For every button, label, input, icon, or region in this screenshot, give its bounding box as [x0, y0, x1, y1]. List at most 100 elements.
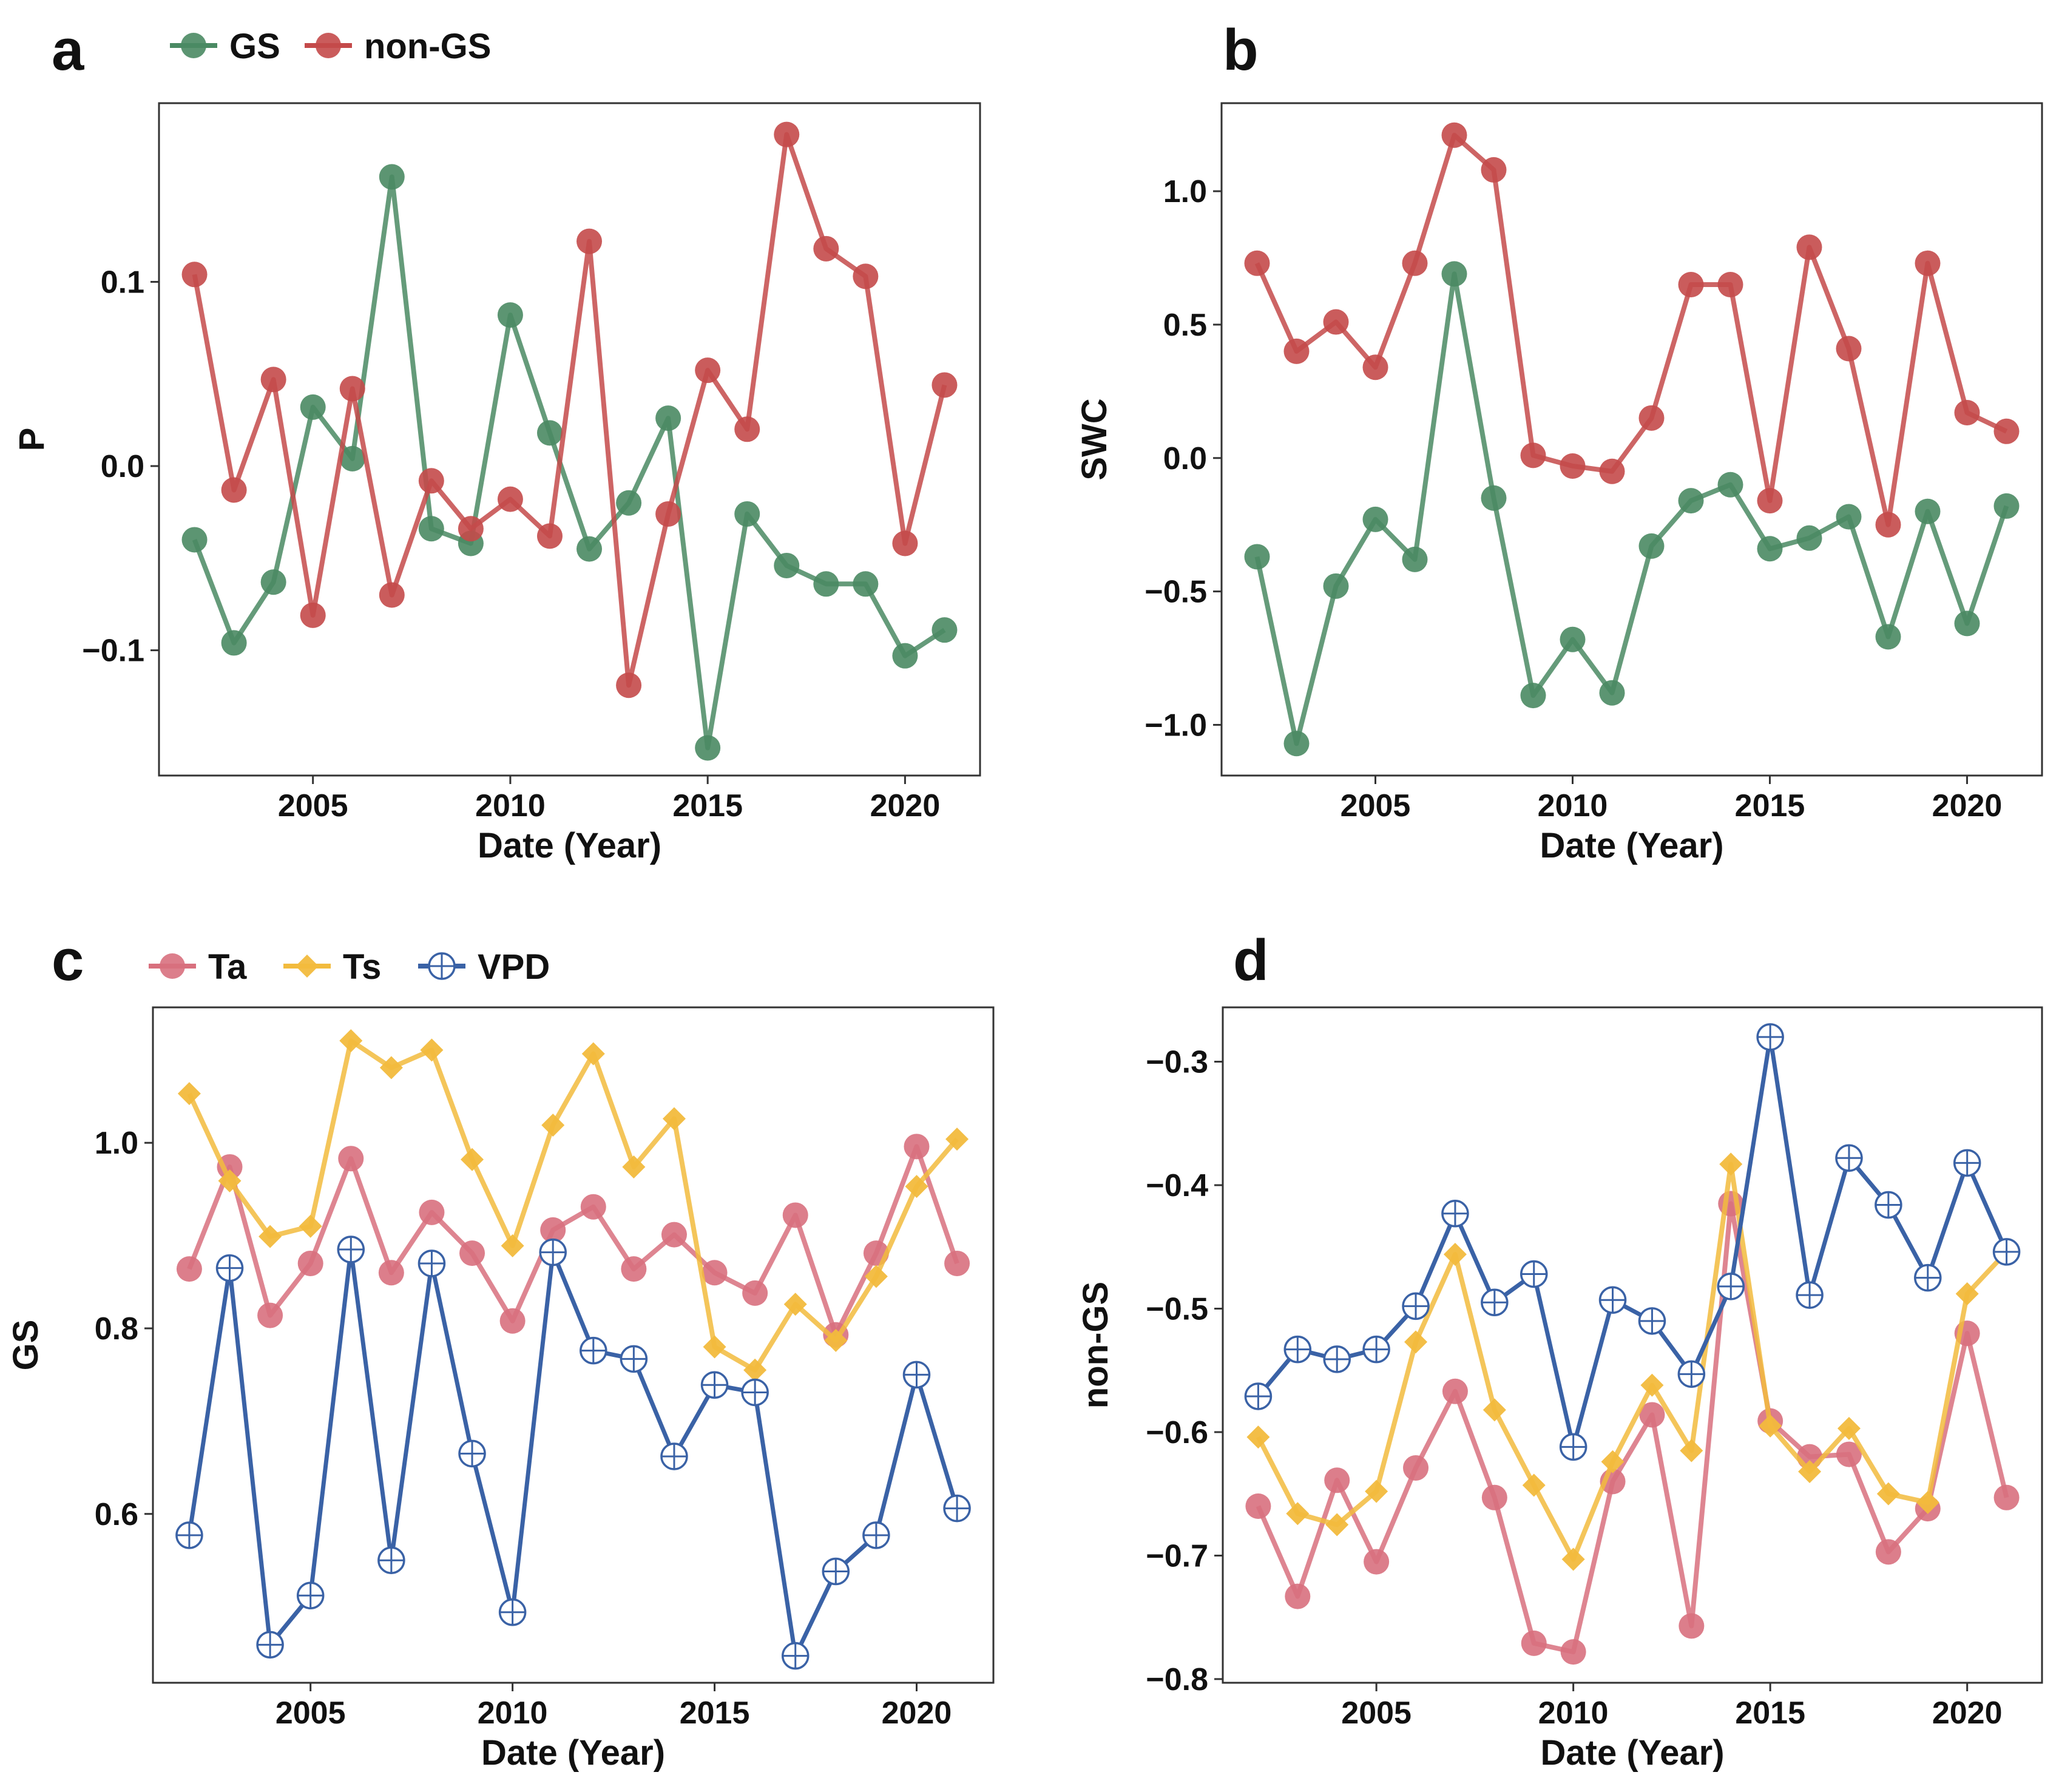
data-point-GS: [379, 164, 405, 190]
data-point-non-GS: [1796, 234, 1822, 260]
data-point-GS: [1441, 261, 1467, 287]
data-point-GS: [1362, 506, 1388, 532]
data-point-VPD: [1283, 1335, 1312, 1364]
data-point-Ts: [1640, 1373, 1664, 1397]
data-point-non-GS: [1244, 250, 1270, 276]
data-point-VPD: [781, 1642, 810, 1670]
series-line-VPD: [187, 1247, 959, 1658]
data-point-Ts: [622, 1155, 646, 1178]
data-point-Ta: [1993, 1484, 2020, 1510]
data-point-Ts: [743, 1358, 767, 1382]
x-axis-title: Date (Year): [1540, 826, 1723, 865]
data-point-non-GS: [418, 468, 444, 494]
data-point-Ta: [459, 1240, 485, 1266]
data-point-VPD: [215, 1254, 244, 1282]
data-point-GS: [1520, 683, 1546, 709]
y-tick-label: 0.0: [101, 449, 144, 484]
x-axis-title: Date (Year): [478, 826, 661, 865]
data-point-GS: [536, 420, 563, 446]
data-point-Ts: [1365, 1479, 1388, 1503]
data-point-non-GS: [1678, 271, 1704, 297]
data-point-non-GS: [260, 367, 286, 393]
chart-panel-b: b 2005 2010 2015 2020 −1.0 −0.5 0.0 0.5 1.0 Date (…: [1075, 18, 2043, 865]
data-point-Ta: [540, 1217, 566, 1243]
series-line-Ta: [1256, 1201, 2009, 1655]
x-tick-label: 2020: [882, 1696, 952, 1731]
x-tick-label: 2005: [1341, 1696, 1412, 1731]
data-point-GS: [1954, 610, 1980, 637]
y-tick-label: −1.0: [1144, 708, 1207, 743]
chart-panel-a: a 2005 2010 2015 2020 −0.1 0.0 0.1 Date (Year) P G…: [12, 18, 981, 865]
x-axis-title: Date (Year): [1540, 1733, 1724, 1773]
data-point-GS: [1875, 624, 1901, 650]
data-point-GS: [1678, 488, 1704, 514]
data-point-VPD: [175, 1521, 203, 1549]
data-point-Ts: [1798, 1460, 1822, 1484]
data-point-VPD: [1756, 1023, 1784, 1051]
data-point-GS: [813, 571, 839, 597]
data-point-GS: [1283, 731, 1310, 757]
data-point-non-GS: [1560, 453, 1586, 479]
x-tick-label: 2020: [870, 788, 941, 823]
y-tick-label: −0.5: [1146, 1291, 1208, 1327]
data-point-GS: [300, 394, 326, 420]
series-Ts: [177, 1029, 969, 1382]
data-point-Ts: [864, 1265, 888, 1288]
data-point-Ts: [1404, 1330, 1428, 1354]
y-axis-title: GS: [6, 1320, 46, 1371]
data-point-Ts: [1916, 1490, 1939, 1514]
data-point-VPD: [1598, 1286, 1627, 1314]
x-tick-label: 2010: [478, 1696, 548, 1731]
plot-frame: [152, 1006, 995, 1684]
data-point-Ts: [824, 1328, 848, 1352]
data-point-Ts: [1561, 1547, 1585, 1571]
data-point-Ta: [904, 1134, 930, 1160]
data-point-non-GS: [695, 357, 721, 384]
data-point-non-GS: [1362, 354, 1388, 380]
data-point-non-GS: [181, 262, 208, 288]
y-tick-label: 0.5: [1163, 308, 1207, 343]
x-tick-label: 2005: [278, 788, 348, 823]
data-point-non-GS: [931, 372, 958, 398]
data-point-non-GS: [1915, 250, 1941, 276]
data-point-Ts: [581, 1042, 605, 1066]
data-point-Ts: [1483, 1398, 1506, 1422]
data-point-non-GS: [892, 530, 918, 556]
y-tick-label: −0.3: [1146, 1045, 1208, 1080]
data-point-GS: [1757, 536, 1783, 562]
series-non-GS: [1244, 122, 2020, 538]
data-point-GS: [1481, 485, 1507, 511]
legend-label-non-GS: non-GS: [364, 27, 491, 66]
data-point-GS: [1993, 493, 2020, 519]
series-Ta: [176, 1134, 970, 1348]
x-tick-label: 2010: [475, 788, 546, 823]
data-point-VPD: [1677, 1360, 1706, 1388]
data-point-Ts: [177, 1082, 201, 1106]
data-point-Ts: [299, 1214, 322, 1238]
data-point-Ts: [1837, 1416, 1861, 1440]
data-point-Ta: [217, 1154, 243, 1180]
series-non-GS: [181, 121, 958, 698]
data-point-Ts: [1246, 1425, 1270, 1449]
data-point-VPD: [660, 1442, 688, 1470]
data-point-non-GS: [1875, 512, 1901, 538]
data-point-Ta: [499, 1308, 526, 1334]
legend-label-Ta: Ta: [208, 947, 247, 987]
legend-key-non-GS: [316, 33, 341, 58]
data-point-Ts: [1680, 1439, 1703, 1462]
data-point-Ta: [1836, 1441, 1862, 1467]
y-tick-label: −0.7: [1146, 1538, 1208, 1574]
data-point-GS: [1915, 498, 1941, 524]
series-VPD: [1244, 1023, 2021, 1461]
data-point-GS: [260, 569, 286, 595]
y-tick-label: −0.4: [1146, 1168, 1208, 1203]
y-axis-title: non-GS: [1076, 1282, 1115, 1408]
data-point-non-GS: [339, 376, 365, 402]
series-line-Ts: [187, 1038, 959, 1373]
data-point-GS: [1323, 573, 1349, 599]
data-point-GS: [931, 617, 958, 643]
x-tick-label: 2015: [672, 788, 743, 823]
data-point-non-GS: [774, 121, 800, 147]
data-point-VPD: [620, 1345, 648, 1373]
data-point-VPD: [1992, 1238, 2021, 1266]
